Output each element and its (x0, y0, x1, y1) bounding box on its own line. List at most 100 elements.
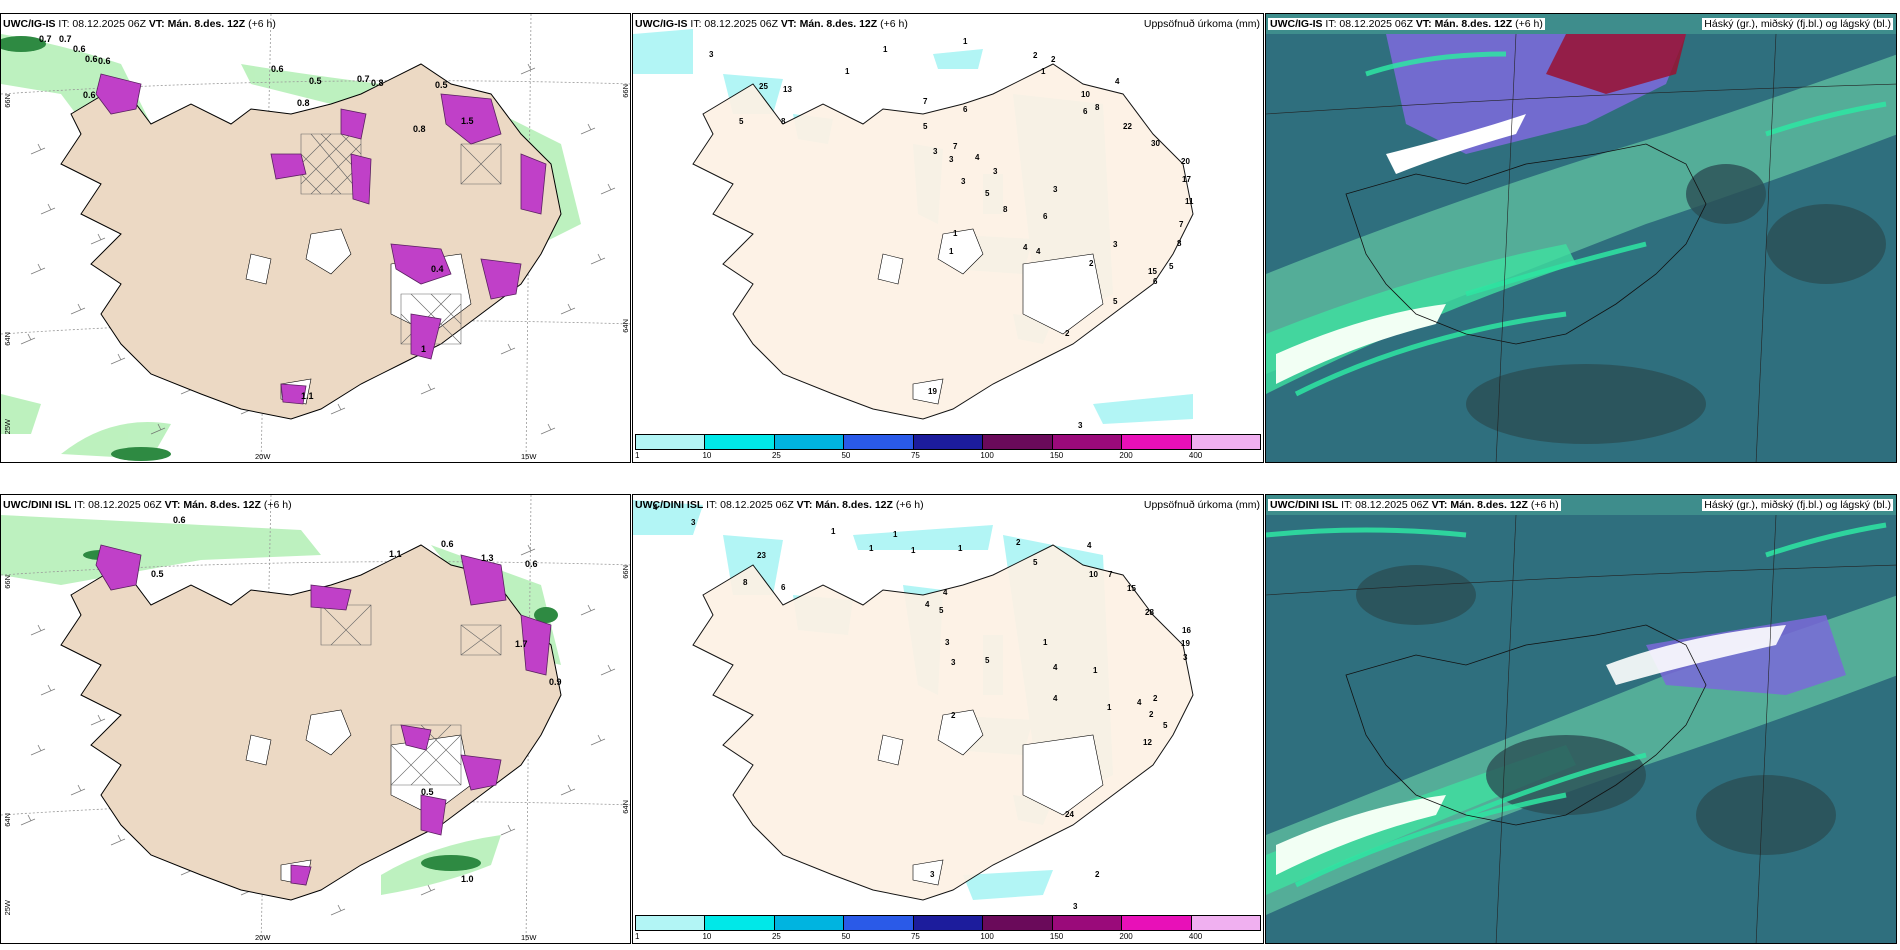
precip-value: 8 (1003, 205, 1008, 214)
colorbar-label: 100 (980, 451, 994, 460)
gust-label: 1.0 (461, 874, 474, 884)
colorbar-swatch (636, 435, 706, 449)
precip-value: 3 (1053, 185, 1058, 194)
colorbar-swatch (1052, 435, 1123, 449)
gust-label: 0.6 (441, 539, 454, 549)
colorbar-swatch (705, 916, 775, 930)
precip-value: 2 (1149, 710, 1154, 719)
coastline-overlay (1345, 624, 1707, 826)
gust-label: 0.5 (151, 569, 164, 579)
precip-value: 7 (923, 97, 928, 106)
map-panel-precip-bottom: UWC/DINI ISL IT: 08.12.2025 06Z VT: Mán.… (632, 494, 1264, 944)
colorbar-labels: 1 10 25 50 75 100 150 200 400 (635, 931, 1261, 941)
gust-label: 0.6 (83, 90, 96, 100)
colorbar-swatch (913, 435, 984, 449)
precip-value: 1 (953, 229, 958, 238)
gust-label: 0.6 (525, 559, 538, 569)
precip-value: 22 (1123, 122, 1132, 131)
panel-field-label: Háský (gr.), miðský (fj.bl.) og lágský (… (1702, 499, 1893, 511)
map-panel-clouds-bottom: UWC/DINI ISL IT: 08.12.2025 06Z VT: Mán.… (1265, 494, 1897, 944)
cloud-map (1266, 33, 1896, 462)
precip-value: 13 (783, 85, 792, 94)
precip-value: 8 (1095, 103, 1100, 112)
panel-title: UWC/DINI ISL IT: 08.12.2025 06Z VT: Mán.… (635, 499, 924, 511)
gust-label: 1.1 (389, 549, 402, 559)
precip-value: 3 (1078, 421, 1083, 430)
precip-value: 4 (1036, 247, 1041, 256)
precip-value: 10 (1089, 570, 1098, 579)
colorbar-swatch (1122, 435, 1192, 449)
low-cloud-white (1276, 795, 1446, 875)
precip-value: 3 (961, 177, 966, 186)
low-cloud-white (1276, 304, 1446, 384)
magenta-snow (95, 73, 547, 405)
gust-label: 0.5 (421, 787, 434, 797)
precip-value: 1 (963, 37, 968, 46)
wind-gust-labels: 0.6 1.0 0.6 0.6 1.7 1.3 1.1 0.5 0.9 0.5 (151, 515, 562, 884)
colorbar-label: 1 (635, 932, 640, 941)
gust-label: 1 (421, 344, 426, 354)
precip-value: 17 (1182, 175, 1191, 184)
precip-value: 8 (743, 578, 748, 587)
precip-value: 5 (1169, 262, 1174, 271)
colorbar-label: 75 (910, 451, 920, 460)
precip-value: 19 (1181, 639, 1190, 648)
colorbar-swatch (1052, 916, 1123, 930)
precip-value: 5 (985, 189, 990, 198)
colorbar-label: 400 (1188, 451, 1203, 460)
gust-label: 0.7 (39, 34, 52, 44)
map-panel-clouds-top: UWC/IG-IS IT: 08.12.2025 06Z VT: Mán. 8.… (1265, 13, 1897, 463)
precip-value: 11 (1185, 197, 1194, 206)
colorbar-label: 400 (1188, 932, 1203, 941)
precip-value: 7 (1179, 220, 1184, 229)
precip-value: 2 (1016, 538, 1021, 547)
colorbar-swatch (774, 916, 845, 930)
colorbar-swatch (913, 916, 984, 930)
precip-value: 19 (928, 387, 937, 396)
precip-value: 2 (1089, 259, 1094, 268)
precip-value: 10 (1081, 90, 1090, 99)
precip-value: 1 (1093, 666, 1098, 675)
precip-value: 6 (1153, 277, 1158, 286)
colorbar-swatches (635, 434, 1261, 450)
meridians (1266, 514, 1896, 943)
precip-value: 2 (1051, 55, 1056, 64)
precip-value: 25 (759, 82, 768, 91)
gust-label: 0.6 (271, 64, 284, 74)
colorbar-swatch (983, 435, 1053, 449)
gust-label: 1.5 (461, 116, 474, 126)
precip-value: 2 (1153, 694, 1158, 703)
precip-labels: 3 1 1 1 2 2 1 4 10 7 6 8 6 22 30 20 17 1… (709, 37, 1194, 430)
gust-label: 0.6 (85, 54, 98, 64)
precip-value: 1 (869, 544, 874, 553)
green-streaks (1294, 51, 1887, 397)
precip-value: 4 (925, 600, 930, 609)
wind-gust-labels: 0.7 0.7 0.6 0.6 0.6 0.6 0.5 0.8 0.7 0.8 … (39, 34, 474, 401)
colorbar-swatch (705, 435, 775, 449)
map-panel-wind-top: UWC/IG-IS IT: 08.12.2025 06Z VT: Mán. 8.… (0, 13, 631, 463)
precip-value: 3 (1183, 653, 1188, 662)
precip-value: 3 (945, 638, 950, 647)
precip-value: 1 (893, 530, 898, 539)
gust-label: 0.5 (309, 76, 322, 86)
glaciers (877, 228, 1104, 405)
lon-tick: 15W (521, 933, 537, 942)
precip-value: 5 (985, 656, 990, 665)
gust-label: 0.6 (98, 56, 111, 66)
precip-value: 3 (930, 870, 935, 879)
precip-value: 4 (653, 503, 658, 512)
lon-tick: 25W (3, 900, 12, 916)
colorbar-swatch (844, 916, 914, 930)
precip-value: 1 (1043, 638, 1048, 647)
lat-tick: 66N (621, 565, 630, 579)
precip-value: 3 (951, 658, 956, 667)
lon-tick: 15W (521, 452, 537, 461)
precip-value: 16 (1182, 626, 1191, 635)
colorbar-label: 1 (635, 451, 640, 460)
precip-value: 5 (739, 117, 744, 126)
precip-value: 15 (1127, 584, 1136, 593)
precip-value: 2 (1033, 51, 1038, 60)
wind-map: 0.6 1.0 0.6 0.6 1.7 1.3 1.1 0.5 0.9 0.5 (1, 495, 630, 943)
gust-label: 0.8 (297, 98, 310, 108)
gust-label: 1.1 (301, 391, 314, 401)
